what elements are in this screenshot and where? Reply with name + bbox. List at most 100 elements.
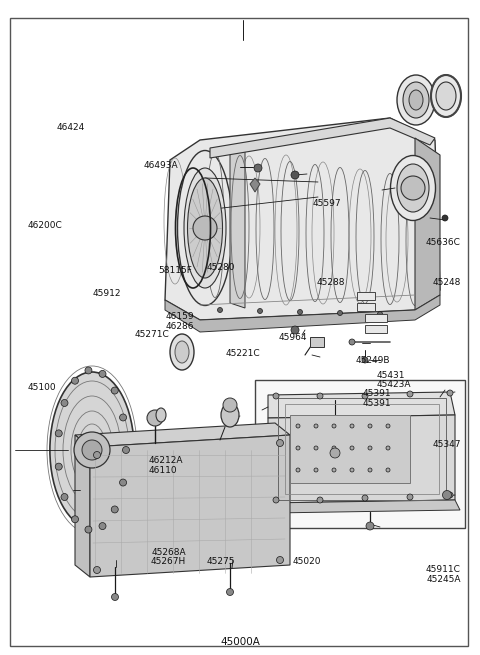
Circle shape (362, 357, 368, 363)
Circle shape (350, 468, 354, 472)
Text: 45271C: 45271C (134, 329, 169, 339)
Circle shape (407, 391, 413, 397)
Circle shape (217, 307, 223, 312)
Circle shape (350, 424, 354, 428)
Text: 45267H: 45267H (151, 557, 186, 567)
Circle shape (332, 468, 336, 472)
Ellipse shape (50, 372, 134, 528)
Circle shape (386, 468, 390, 472)
Bar (278, 398, 446, 500)
Circle shape (55, 463, 62, 470)
Circle shape (273, 497, 279, 503)
Text: 45964: 45964 (278, 333, 307, 342)
Text: 45423A: 45423A (377, 380, 411, 389)
Circle shape (254, 164, 262, 172)
Polygon shape (268, 392, 455, 418)
Ellipse shape (403, 82, 429, 118)
Text: 46110: 46110 (149, 466, 178, 475)
Circle shape (332, 424, 336, 428)
Circle shape (72, 515, 79, 523)
Circle shape (273, 393, 279, 399)
Ellipse shape (221, 403, 239, 427)
Circle shape (99, 371, 106, 377)
Circle shape (401, 176, 425, 200)
Polygon shape (250, 178, 260, 192)
Polygon shape (210, 118, 435, 158)
Bar (365, 314, 387, 322)
Text: 45221C: 45221C (226, 349, 260, 358)
Circle shape (296, 446, 300, 450)
Circle shape (407, 494, 413, 500)
Circle shape (85, 526, 92, 533)
Text: 45431: 45431 (377, 371, 405, 380)
Text: 45249B: 45249B (355, 356, 390, 365)
Circle shape (447, 492, 453, 498)
Circle shape (330, 448, 340, 458)
Text: 45245A: 45245A (426, 575, 461, 584)
Ellipse shape (436, 82, 456, 110)
Text: 46286: 46286 (166, 322, 194, 331)
Circle shape (291, 326, 299, 334)
Ellipse shape (397, 75, 435, 125)
Bar (357, 303, 375, 311)
Circle shape (386, 446, 390, 450)
Circle shape (442, 215, 448, 221)
Bar (290, 415, 410, 483)
Text: 45248: 45248 (432, 278, 461, 288)
Circle shape (296, 468, 300, 472)
Circle shape (298, 310, 302, 314)
Ellipse shape (156, 408, 166, 422)
Polygon shape (75, 423, 290, 447)
Ellipse shape (175, 341, 189, 363)
Text: 46493A: 46493A (144, 161, 179, 170)
Text: 45391: 45391 (362, 389, 391, 398)
Text: 46200C: 46200C (28, 221, 62, 231)
Circle shape (362, 393, 368, 399)
Text: 46212A: 46212A (149, 456, 183, 465)
Circle shape (349, 339, 355, 345)
Polygon shape (90, 435, 290, 577)
Circle shape (257, 309, 263, 314)
Text: 45000A: 45000A (220, 637, 260, 646)
Polygon shape (75, 435, 90, 577)
Text: 46159: 46159 (166, 312, 194, 321)
Polygon shape (165, 118, 440, 320)
Circle shape (362, 495, 368, 501)
Bar (255, 380, 465, 528)
Text: 45275: 45275 (206, 557, 235, 567)
Polygon shape (230, 148, 245, 308)
Text: 45912: 45912 (92, 289, 120, 298)
Circle shape (94, 567, 100, 574)
Circle shape (366, 522, 374, 530)
Circle shape (147, 410, 163, 426)
Circle shape (276, 557, 284, 563)
Ellipse shape (178, 151, 232, 305)
Text: 45347: 45347 (432, 440, 461, 449)
Circle shape (368, 446, 372, 450)
Circle shape (443, 491, 452, 500)
Circle shape (377, 312, 383, 316)
Circle shape (317, 393, 323, 399)
Circle shape (61, 400, 68, 407)
Circle shape (350, 446, 354, 450)
Text: 45100: 45100 (28, 383, 57, 392)
Circle shape (120, 479, 127, 486)
Circle shape (337, 310, 343, 316)
Circle shape (314, 424, 318, 428)
Circle shape (227, 588, 233, 595)
Text: 45268A: 45268A (152, 548, 186, 557)
Circle shape (74, 432, 110, 468)
Bar (357, 292, 375, 300)
Circle shape (193, 216, 217, 240)
Polygon shape (165, 295, 440, 332)
Circle shape (111, 593, 119, 601)
Circle shape (111, 387, 118, 394)
Ellipse shape (397, 164, 429, 212)
Text: 45597: 45597 (312, 198, 341, 208)
Text: 45288: 45288 (317, 278, 345, 288)
Polygon shape (415, 138, 440, 310)
Ellipse shape (223, 398, 237, 412)
Ellipse shape (431, 75, 461, 117)
Text: 58115F: 58115F (158, 266, 192, 275)
Circle shape (61, 493, 68, 500)
